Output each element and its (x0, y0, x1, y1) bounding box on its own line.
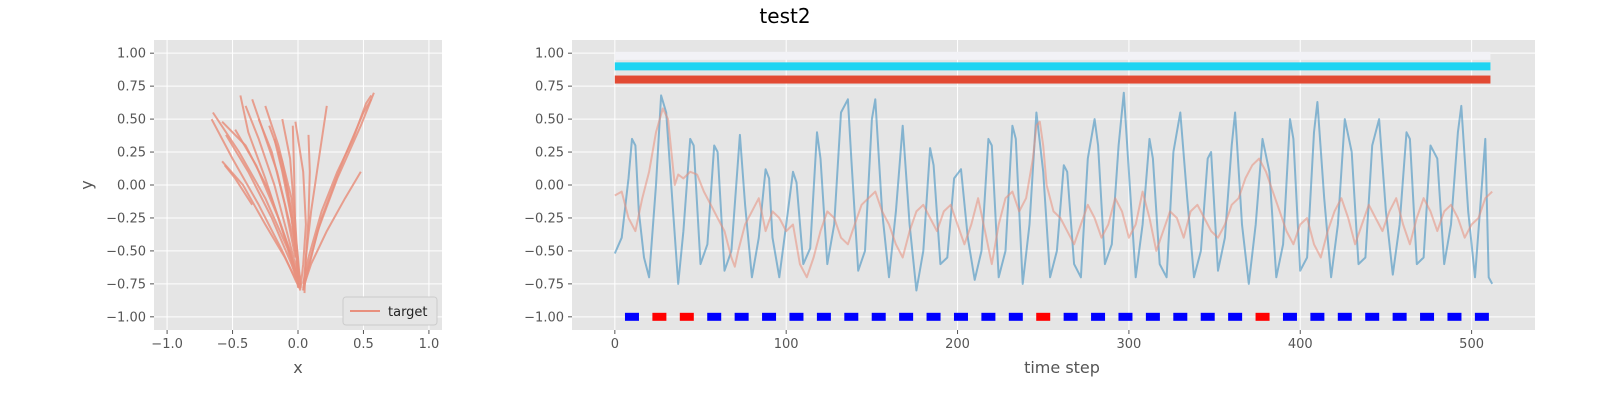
target-trajectory (281, 118, 301, 283)
left-y-tick-label: 0.00 (117, 179, 146, 194)
left-x-tick-label: 1.0 (419, 337, 440, 352)
target-trajectory (302, 171, 362, 289)
event-marker-blue (816, 312, 831, 321)
right-y-tick-label: 1.00 (535, 47, 564, 62)
left-y-ticks: −1.00 −0.75 −0.50 −0.25 0.00 0.25 0.50 0.75 1.00 (106, 47, 154, 325)
left-y-tick-label: −0.50 (106, 244, 146, 259)
event-marker-blue (707, 312, 722, 321)
right-y-ticks: −1.00 −0.75 −0.50 −0.25 0.00 0.25 0.50 0.75 1.00 (524, 47, 572, 325)
event-marker-blue (953, 312, 968, 321)
event-marker-blue (1173, 312, 1188, 321)
right-y-tick-label: −0.25 (524, 211, 564, 226)
event-marker-red (1255, 312, 1270, 321)
horizontal-bar-white (614, 51, 1491, 60)
event-marker-blue (1200, 312, 1215, 321)
right-series (613, 91, 1494, 292)
left-chart: −1.0 −0.5 0.0 0.5 1.0 −1.00 −0.75 −0.50 −0.25 0.… (77, 40, 442, 377)
left-y-tick-label: 0.75 (117, 80, 146, 95)
left-grid (154, 40, 442, 330)
legend-label-target: target (388, 305, 428, 320)
right-y-tick-label: 0.50 (535, 113, 564, 128)
event-markers (624, 312, 1489, 321)
target-trajectory (294, 121, 307, 288)
left-y-tick-label: 0.25 (117, 146, 146, 161)
event-marker-blue (1310, 312, 1325, 321)
event-marker-blue (1365, 312, 1380, 321)
right-y-tick-label: 0.75 (535, 80, 564, 95)
left-y-tick-label: 1.00 (117, 47, 146, 62)
left-y-tick-label: 0.50 (117, 113, 146, 128)
left-x-axis-label: x (293, 358, 302, 377)
left-x-tick-label: 0.0 (288, 337, 309, 352)
right-x-tick-label: 300 (1116, 337, 1141, 352)
event-marker-blue (926, 312, 941, 321)
right-y-tick-label: 0.25 (535, 146, 564, 161)
right-y-tick-label: 0.00 (535, 179, 564, 194)
left-y-tick-label: −0.25 (106, 211, 146, 226)
event-marker-red (1036, 312, 1051, 321)
event-marker-blue (1392, 312, 1407, 321)
right-x-tick-label: 100 (774, 337, 799, 352)
right-x-ticks: 0 100 200 300 400 500 (611, 330, 1484, 352)
right-x-tick-label: 400 (1288, 337, 1313, 352)
target-trajectory (257, 118, 297, 258)
series-signal (613, 91, 1494, 292)
left-y-axis-label: y (77, 180, 96, 189)
event-marker-blue (1420, 312, 1435, 321)
horizontal-bars (614, 51, 1491, 84)
target-trajectory (239, 95, 299, 278)
target-trajectory (221, 160, 299, 285)
event-marker-blue (1145, 312, 1160, 321)
left-x-tick-label: 0.5 (353, 337, 374, 352)
event-marker-blue (844, 312, 859, 321)
event-marker-blue (1337, 312, 1352, 321)
event-marker-blue (981, 312, 996, 321)
left-x-tick-label: −0.5 (217, 337, 249, 352)
event-marker-blue (1447, 312, 1462, 321)
event-marker-blue (871, 312, 886, 321)
right-chart: 0 100 200 300 400 500 −1.00 −0.75 −0.50 −0.25 0.0… (524, 40, 1535, 377)
left-x-ticks: −1.0 −0.5 0.0 0.5 1.0 (151, 330, 439, 352)
left-y-tick-label: −1.00 (106, 310, 146, 325)
event-marker-blue (734, 312, 749, 321)
event-marker-blue (1282, 312, 1297, 321)
event-marker-blue (789, 312, 804, 321)
right-y-tick-label: −0.50 (524, 244, 564, 259)
event-marker-blue (1063, 312, 1078, 321)
target-trajectory (223, 164, 254, 206)
event-marker-blue (1228, 312, 1243, 321)
right-x-tick-label: 500 (1459, 337, 1484, 352)
horizontal-bar-red (614, 75, 1491, 84)
event-marker-blue (1091, 312, 1106, 321)
figure-title: test2 (759, 4, 810, 28)
event-marker-blue (1008, 312, 1023, 321)
event-marker-blue (1474, 312, 1489, 321)
event-marker-blue (762, 312, 777, 321)
target-trajectory (225, 134, 302, 290)
event-marker-red (679, 312, 694, 321)
event-marker-blue (624, 312, 639, 321)
series-target (614, 107, 1493, 279)
right-x-tick-label: 200 (945, 337, 970, 352)
right-y-tick-label: −0.75 (524, 277, 564, 292)
event-marker-red (652, 312, 667, 321)
left-series (210, 92, 375, 294)
right-x-axis-label: time step (1024, 358, 1100, 377)
horizontal-bar-cyan (614, 62, 1491, 71)
event-marker-blue (899, 312, 914, 321)
legend-box (342, 296, 438, 326)
right-x-tick-label: 0 (611, 337, 619, 352)
left-y-tick-label: −0.75 (106, 277, 146, 292)
target-trajectory (302, 94, 373, 285)
event-marker-blue (1118, 312, 1133, 321)
right-y-tick-label: −1.00 (524, 310, 564, 325)
legend: target (342, 296, 438, 326)
target-trajectory (244, 105, 302, 286)
left-x-tick-label: −1.0 (151, 337, 183, 352)
